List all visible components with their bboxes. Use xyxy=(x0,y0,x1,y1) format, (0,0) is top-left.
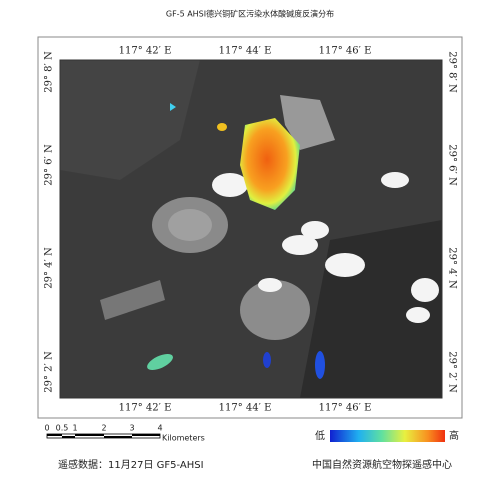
lat-label: 29° 8′ N xyxy=(447,51,458,93)
lon-label: 117° 44′ E xyxy=(219,403,272,414)
scale-label: 1 xyxy=(72,424,77,433)
lat-label: 29° 2′ N xyxy=(44,351,55,393)
map-title: GF-5 AHSI德兴铜矿区污染水体酸碱度反演分布 xyxy=(166,9,334,19)
agency: 中国自然资源航空物探遥感中心 xyxy=(312,458,452,471)
lon-label: 117° 46′ E xyxy=(319,403,372,414)
lon-label: 117° 44′ E xyxy=(219,46,272,57)
imagery xyxy=(60,60,442,398)
scale-label: 3 xyxy=(129,424,134,433)
legend-colorbar xyxy=(330,430,445,442)
outer-frame xyxy=(37,36,463,419)
scale-label: 0 xyxy=(44,424,49,433)
legend-low: 低 xyxy=(315,429,325,442)
scale-label: 2 xyxy=(101,424,106,433)
lon-label: 117° 42′ E xyxy=(119,403,172,414)
scale-label: 4 xyxy=(157,424,162,433)
lat-label: 29° 6′ N xyxy=(44,144,55,186)
lat-label: 29° 2′ N xyxy=(447,351,458,393)
scale-label: 0.5 xyxy=(56,424,69,433)
lon-label: 117° 42′ E xyxy=(119,46,172,57)
lat-label: 29° 4′ N xyxy=(44,247,55,289)
lat-label: 29° 8′ N xyxy=(44,51,55,93)
lat-label: 29° 6′ N xyxy=(447,144,458,186)
scale-bar xyxy=(46,433,161,439)
data-source: 遥感数据：11月27日 GF5-AHSI xyxy=(58,458,204,471)
lon-label: 117° 46′ E xyxy=(319,46,372,57)
lat-label: 29° 4′ N xyxy=(447,247,458,289)
map-frame xyxy=(59,59,443,399)
scale-unit: Kilometers xyxy=(162,434,205,443)
legend-high: 高 xyxy=(449,429,459,442)
